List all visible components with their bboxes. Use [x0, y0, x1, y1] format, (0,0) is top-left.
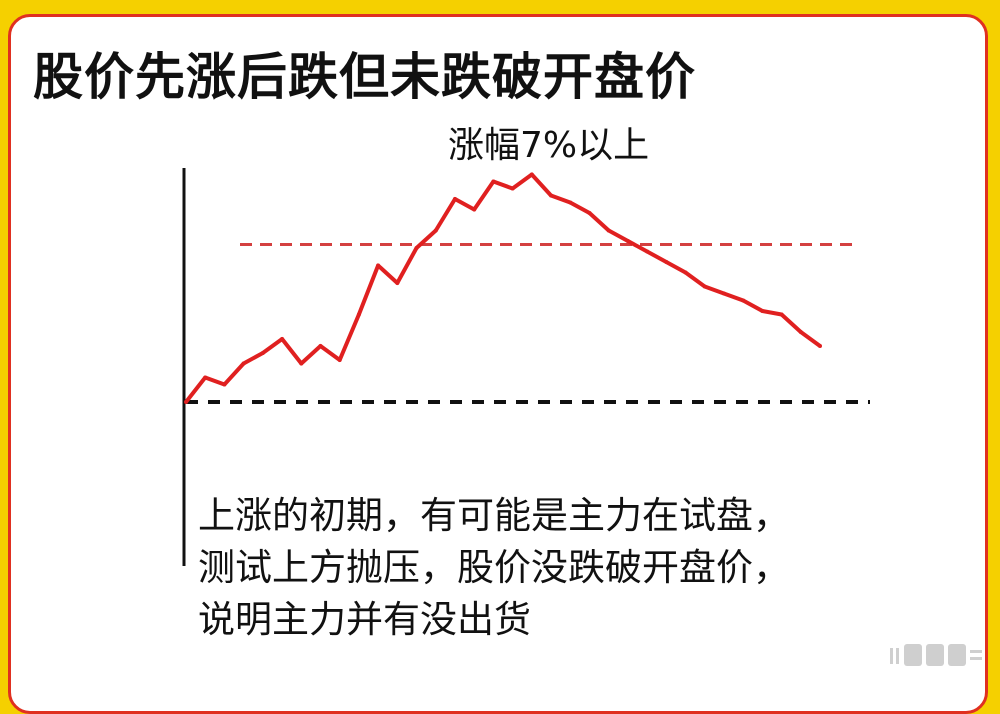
price-point	[568, 200, 573, 205]
price-chart	[182, 168, 870, 566]
price-point	[241, 361, 246, 366]
price-point	[760, 309, 765, 313]
price-point	[376, 263, 381, 268]
price-point	[645, 249, 650, 254]
price-point	[702, 284, 707, 289]
watermark-logo-icon	[890, 644, 982, 666]
peak-annotation: 涨幅7%以上	[448, 125, 650, 166]
price-point	[491, 179, 496, 184]
price-point	[549, 193, 554, 198]
price-point	[260, 351, 265, 355]
price-point	[625, 239, 630, 243]
price-point	[452, 197, 457, 201]
price-point	[741, 298, 746, 303]
note-line-3: 说明主力并有没出货	[198, 598, 531, 641]
price-point	[798, 330, 803, 334]
price-point	[818, 344, 822, 348]
price-point	[606, 228, 611, 233]
price-point	[510, 186, 515, 191]
price-point	[395, 281, 400, 285]
price-point	[184, 400, 188, 404]
price-point	[203, 375, 208, 380]
chart-card: 股价先涨后跌但未跌破开盘价	[8, 14, 988, 714]
price-point	[587, 211, 592, 215]
price-point	[280, 337, 285, 341]
price-point	[779, 312, 784, 317]
price-point	[664, 260, 669, 264]
price-point	[318, 344, 323, 348]
price-point	[433, 228, 438, 233]
price-point	[299, 361, 304, 366]
explanation-note: 上涨的初期，有可能是主力在试盘， 测试上方抛压，股价没跌破开盘价， 说明主力并有…	[198, 490, 790, 646]
chart-title: 股价先涨后跌但未跌破开盘价	[33, 48, 696, 106]
price-point	[529, 172, 534, 177]
price-point	[683, 270, 688, 275]
price-point	[414, 246, 419, 250]
price-series-line	[184, 172, 822, 404]
price-point	[721, 291, 726, 296]
price-point	[337, 358, 342, 362]
note-line-2: 测试上方抛压，股价没跌破开盘价，	[198, 546, 790, 589]
price-point	[356, 312, 361, 317]
price-point	[472, 207, 477, 212]
price-point	[222, 382, 227, 387]
note-line-1: 上涨的初期，有可能是主力在试盘，	[198, 494, 790, 537]
